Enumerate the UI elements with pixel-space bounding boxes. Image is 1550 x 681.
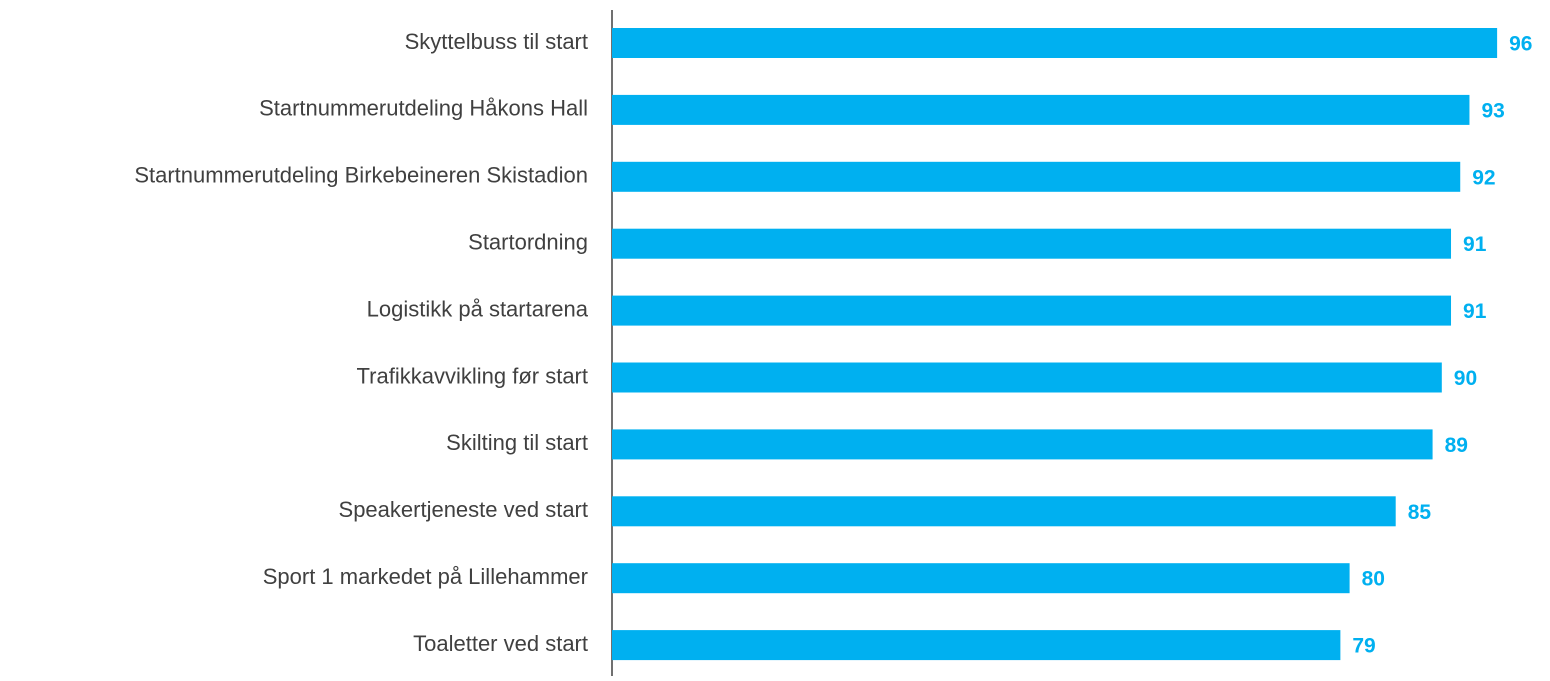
value-label: 96 (1509, 33, 1532, 56)
bar (612, 429, 1433, 460)
category-label: Sport 1 markedet på Lillehammer (263, 564, 588, 589)
bar (612, 28, 1498, 58)
category-label: Skilting til start (446, 430, 588, 455)
category-label: Skyttelbuss til start (405, 29, 588, 54)
value-label: 90 (1454, 367, 1477, 390)
value-label: 91 (1463, 300, 1487, 323)
category-label: Startordning (468, 230, 588, 255)
category-label: Startnummerutdeling Håkons Hall (259, 96, 588, 121)
category-label: Toaletter ved start (413, 631, 588, 656)
bar (612, 362, 1442, 393)
bar (612, 161, 1461, 192)
value-label: 85 (1408, 501, 1432, 524)
category-label: Speakertjeneste ved start (339, 497, 588, 522)
value-label: 79 (1352, 635, 1375, 658)
value-label: 80 (1362, 568, 1385, 591)
bar (612, 496, 1396, 527)
value-label: 92 (1472, 166, 1495, 189)
bar (612, 295, 1452, 326)
category-label: Trafikkavvikling før start (357, 363, 588, 388)
bar (612, 228, 1452, 259)
category-label: Startnummerutdeling Birkebeineren Skista… (134, 163, 588, 188)
value-label: 93 (1481, 99, 1504, 122)
value-label: 91 (1463, 233, 1487, 256)
category-label: Logistikk på startarena (367, 296, 589, 321)
value-label: 89 (1445, 434, 1468, 457)
bar (612, 563, 1350, 594)
bar (612, 630, 1341, 661)
bar (612, 94, 1470, 125)
